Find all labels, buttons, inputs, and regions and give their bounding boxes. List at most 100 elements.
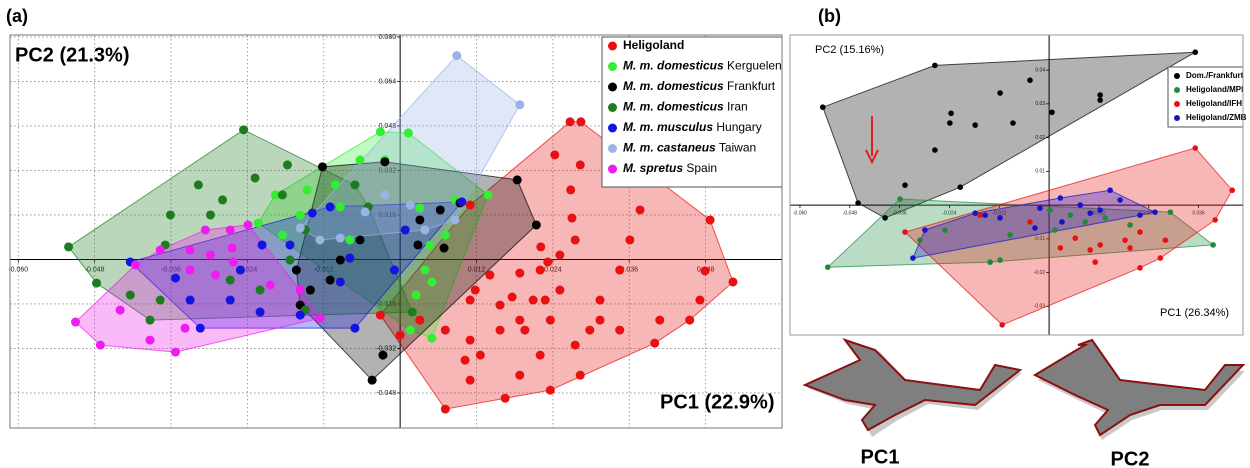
legend-label: Heligoland/ZMB [1186, 113, 1247, 122]
legend-marker [1174, 73, 1180, 79]
point [250, 173, 260, 183]
point [330, 180, 340, 190]
point [407, 307, 417, 317]
point [277, 230, 287, 240]
y-tick-label: 0.032 [379, 167, 397, 174]
point [1072, 235, 1079, 241]
legend-label: M. m. domesticus Frankfurt [623, 79, 776, 93]
point [170, 273, 180, 283]
point [345, 253, 355, 263]
x-tick-label: 0.012 [468, 266, 486, 273]
point [440, 325, 450, 335]
point [335, 255, 345, 265]
point [948, 110, 954, 117]
x-tick-label: 0.036 [1192, 210, 1205, 216]
point [1047, 207, 1053, 213]
point [155, 245, 165, 255]
point [1127, 222, 1133, 228]
x-tick-label: -0.060 [793, 210, 807, 216]
y-tick-label: -0.032 [376, 345, 396, 352]
point [495, 300, 505, 310]
point [515, 315, 525, 325]
point [380, 190, 390, 200]
point [257, 240, 267, 250]
hull [904, 147, 1233, 326]
point [625, 235, 635, 245]
shape [802, 338, 1023, 432]
y-tick-label: -0.048 [376, 390, 396, 397]
point [957, 184, 964, 190]
shape [1032, 338, 1246, 437]
point [227, 243, 237, 253]
point [465, 200, 475, 210]
point [483, 190, 493, 200]
legend-label: M. spretus Spain [623, 161, 717, 175]
point [355, 235, 365, 245]
point [350, 180, 360, 190]
legend-box [1167, 66, 1244, 128]
point [1137, 229, 1143, 235]
point [415, 215, 425, 225]
point [195, 323, 205, 333]
point [1027, 77, 1033, 84]
hull [74, 224, 321, 353]
point [1192, 145, 1199, 151]
point [200, 225, 210, 235]
annotation: PC1 (22.9%) [660, 391, 775, 413]
y-tick-label: -0.02 [1034, 270, 1046, 276]
point [1082, 219, 1089, 225]
point [270, 190, 280, 200]
point [115, 305, 125, 315]
point [1102, 215, 1108, 221]
point [567, 213, 577, 223]
point [465, 375, 475, 385]
legend-label: M. m. castaneus Taiwan [623, 141, 756, 155]
x-tick-label: 0.024 [544, 266, 562, 273]
point [555, 250, 565, 260]
point [315, 235, 325, 245]
point [1057, 195, 1064, 201]
point [205, 250, 215, 260]
point [535, 350, 545, 360]
point [485, 270, 495, 280]
point [515, 370, 525, 380]
legend-label: M. m. musculus Hungary [623, 120, 762, 134]
legend-marker [608, 144, 617, 153]
point [335, 202, 345, 212]
legend-marker [608, 41, 617, 51]
point [700, 266, 710, 276]
point [295, 223, 305, 233]
point [389, 265, 399, 275]
point [403, 128, 413, 138]
point [317, 162, 327, 172]
y-tick-label: 0.016 [379, 212, 397, 219]
point [555, 285, 565, 295]
point [512, 175, 522, 185]
point [902, 229, 908, 235]
legend-marker [608, 82, 617, 92]
legend-marker [1174, 101, 1180, 107]
point [405, 325, 415, 335]
point [685, 315, 695, 325]
point [987, 259, 993, 265]
point [1162, 237, 1169, 243]
legend-marker [608, 123, 617, 133]
point [355, 155, 365, 165]
point [185, 245, 195, 255]
point [440, 230, 450, 240]
point [285, 240, 295, 250]
point [420, 225, 430, 235]
point [932, 62, 938, 69]
point [413, 240, 423, 250]
x-tick-label: -0.036 [161, 266, 181, 273]
y-tick-label: -0.016 [376, 301, 396, 308]
point [565, 117, 575, 127]
arrow-head [865, 149, 879, 165]
legend-marker [1174, 115, 1180, 121]
point [1127, 245, 1133, 251]
point [977, 212, 983, 219]
point [1052, 227, 1058, 233]
point [170, 347, 180, 357]
point [997, 90, 1003, 96]
